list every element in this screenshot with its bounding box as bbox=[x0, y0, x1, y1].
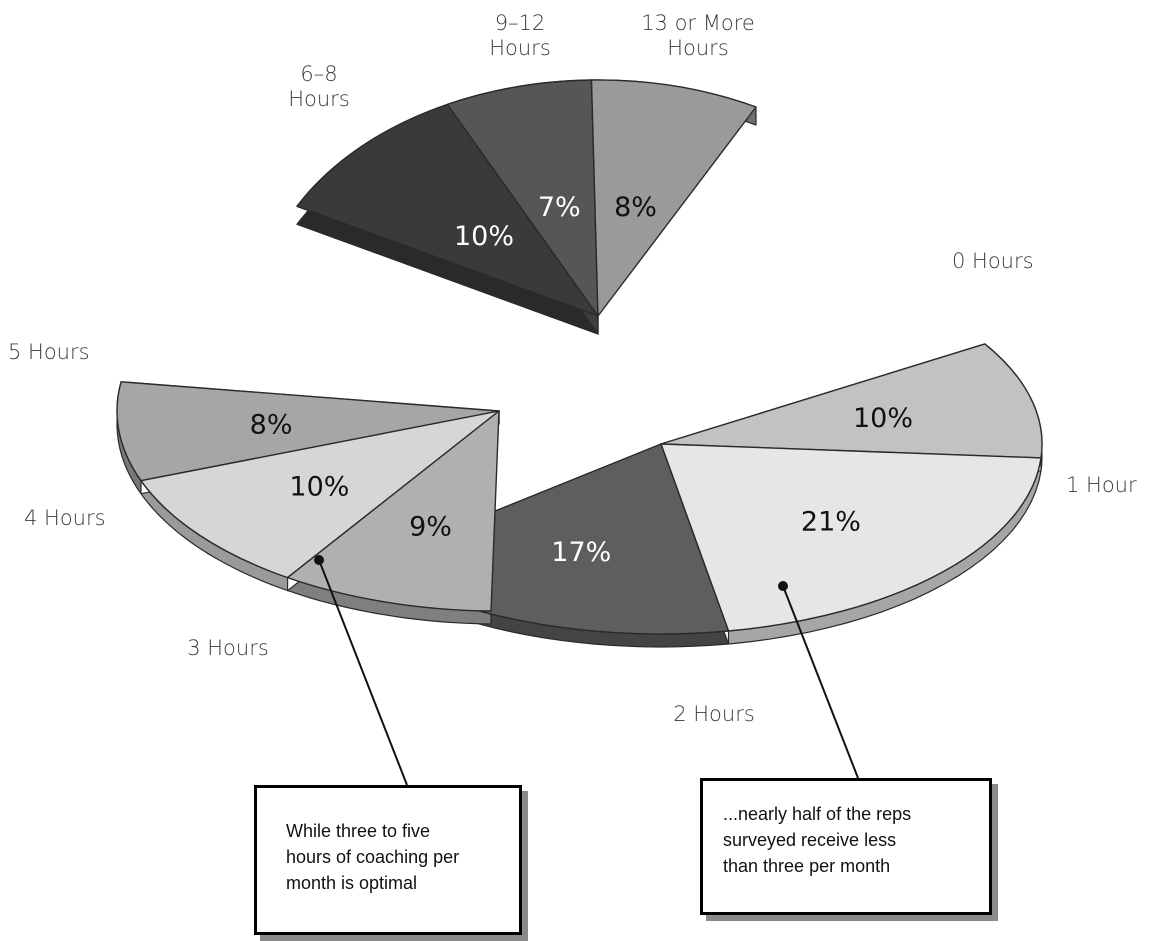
percent-labels-layer: 10% 21% 17% 8% 10% 9% 10% 7% 8% bbox=[250, 192, 913, 568]
callout-right: ...nearly half of the reps surveyed rece… bbox=[700, 778, 992, 915]
category-label-c2: 2 Hours bbox=[673, 702, 755, 726]
percent-label-2-hours: 17% bbox=[551, 537, 611, 568]
percent-label-3-hours: 8% bbox=[250, 410, 293, 441]
category-label-c5: 5 Hours bbox=[8, 340, 90, 364]
category-label-c68: 6–8 Hours bbox=[288, 62, 350, 111]
pie-slice-9-12-hours bbox=[446, 79, 599, 317]
leader-line-left bbox=[318, 559, 408, 786]
leader-line-right bbox=[782, 585, 859, 779]
pie-slice-0-hours bbox=[660, 343, 1043, 459]
callout-left-line: hours of coaching per bbox=[286, 847, 460, 867]
pie-slice-4-hours bbox=[140, 410, 500, 579]
callout-left-line: month is optimal bbox=[286, 873, 418, 893]
pie-slice-6-8-hours bbox=[296, 103, 599, 317]
callout-right-line: ...nearly half of the reps bbox=[723, 804, 912, 824]
pie-tops-layer bbox=[116, 79, 1043, 635]
leader-line-right-dot bbox=[778, 581, 788, 591]
callout-right-line: than three per month bbox=[723, 856, 891, 876]
category-label-c3: 3 Hours bbox=[187, 636, 269, 660]
leader-lines-layer bbox=[314, 555, 859, 786]
leader-line-left-dot bbox=[314, 555, 324, 565]
callout-right-line: surveyed receive less bbox=[723, 830, 897, 850]
category-label-c13: 13 or More Hours bbox=[641, 11, 755, 60]
pie-slice-3-hours bbox=[116, 381, 500, 482]
percent-label-4-hours: 10% bbox=[289, 472, 349, 503]
category-label-c0: 0 Hours bbox=[952, 249, 1034, 273]
callout-left-line: While three to five bbox=[286, 821, 431, 841]
pie-slice-13-or-more-hours bbox=[590, 79, 757, 317]
category-label-c912: 9–12 Hours bbox=[489, 11, 551, 60]
percent-label-0-hours: 10% bbox=[853, 403, 913, 434]
percent-label-13-or-more-hours: 8% bbox=[614, 192, 657, 223]
percent-label-5-hours: 9% bbox=[409, 512, 452, 543]
percent-label-6-8-hours: 10% bbox=[454, 221, 514, 252]
callout-left: While three to five hours of coaching pe… bbox=[254, 785, 522, 935]
category-labels-layer: 6–8 Hours 9–12 Hours 13 or More Hours 0 Hours 1… bbox=[8, 11, 1137, 726]
pie-slice-1-hour bbox=[660, 443, 1042, 632]
pie-slice-5-hours bbox=[286, 410, 500, 612]
category-label-c1: 1 Hour bbox=[1066, 473, 1137, 497]
percent-label-9-12-hours: 7% bbox=[538, 192, 581, 223]
percent-label-1-hour: 21% bbox=[801, 506, 861, 537]
category-label-c4: 4 Hours bbox=[24, 506, 106, 530]
